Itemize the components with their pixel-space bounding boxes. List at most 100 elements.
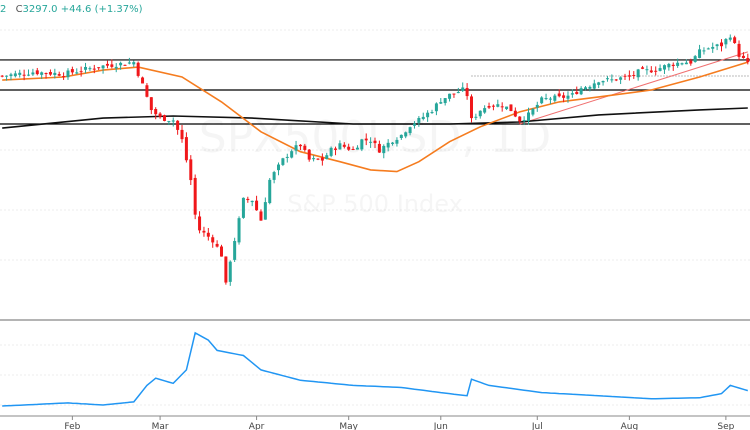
candle-body bbox=[491, 105, 495, 107]
candle-body bbox=[369, 141, 373, 143]
candle-body bbox=[610, 79, 614, 81]
candle-body bbox=[154, 109, 158, 115]
candle-body bbox=[684, 62, 688, 65]
candle-body bbox=[57, 74, 61, 76]
candle-body bbox=[715, 44, 719, 47]
time-tick-label-aug: Aug bbox=[621, 422, 639, 430]
candle-body bbox=[412, 123, 416, 126]
candle-body bbox=[250, 200, 254, 203]
time-tick-label-feb: Feb bbox=[64, 422, 80, 430]
time-axis[interactable]: Feb Mar Apr May Jun Jul Aug Sep bbox=[64, 416, 735, 430]
close-value: 3297.0 bbox=[22, 4, 58, 15]
candle-body bbox=[44, 72, 48, 74]
candle-body bbox=[584, 87, 588, 90]
candle-body bbox=[66, 70, 70, 78]
candle-body bbox=[605, 78, 609, 80]
candle-body bbox=[202, 230, 206, 233]
candle-body bbox=[158, 113, 162, 117]
candle-body bbox=[570, 93, 574, 95]
ma200-line bbox=[2, 107, 748, 129]
candle-body bbox=[277, 164, 281, 171]
candle-body bbox=[461, 87, 465, 91]
candle-body bbox=[27, 74, 31, 76]
candle-body bbox=[233, 240, 237, 260]
candle-body bbox=[636, 69, 640, 78]
candle-body bbox=[105, 63, 109, 66]
candle-body bbox=[421, 116, 425, 120]
candle-body bbox=[544, 98, 548, 100]
vix-line bbox=[2, 331, 749, 407]
candle-body bbox=[377, 143, 381, 153]
time-tick-label-jul: Jul bbox=[531, 422, 543, 430]
candle-body bbox=[338, 143, 342, 150]
watermark-symbol: SPX500USD, 1D bbox=[199, 112, 551, 163]
candle-body bbox=[746, 57, 750, 63]
candle-body bbox=[294, 145, 298, 151]
candle-body bbox=[719, 42, 723, 47]
candle-body bbox=[162, 115, 166, 121]
candle-body bbox=[553, 95, 557, 101]
candle-body bbox=[531, 108, 535, 115]
candle-body bbox=[478, 110, 482, 117]
watermark-description: S&P 500 Index bbox=[287, 190, 463, 218]
candle-body bbox=[84, 66, 88, 70]
candle-body bbox=[465, 87, 469, 97]
candle-body bbox=[540, 97, 544, 104]
candle-body bbox=[351, 149, 355, 151]
candle-body bbox=[320, 157, 324, 161]
candle-body bbox=[123, 64, 127, 66]
candle-body bbox=[562, 95, 566, 98]
candle-body bbox=[97, 67, 101, 69]
change-percent: (+1.37%) bbox=[94, 4, 143, 15]
candle-body bbox=[671, 64, 675, 67]
legend-prefix: 2 bbox=[0, 4, 7, 15]
candle-body bbox=[505, 106, 509, 110]
candle-body bbox=[101, 65, 105, 69]
candle-body bbox=[728, 37, 732, 40]
candle-body bbox=[127, 62, 131, 64]
candle-body bbox=[303, 145, 307, 150]
candle-body bbox=[456, 92, 460, 94]
candle-body bbox=[316, 158, 320, 160]
candle-body bbox=[334, 148, 338, 150]
candle-body bbox=[500, 106, 504, 108]
candle-body bbox=[198, 216, 202, 231]
candle-body bbox=[18, 72, 22, 75]
candle-body bbox=[246, 198, 250, 201]
candle-body bbox=[189, 159, 193, 181]
candle-body bbox=[176, 120, 180, 130]
candle-body bbox=[483, 108, 487, 113]
candle-body bbox=[623, 75, 627, 77]
candle-body bbox=[241, 197, 245, 218]
candle-body bbox=[434, 103, 438, 112]
candle-body bbox=[193, 177, 197, 215]
time-tick-label-jun: Jun bbox=[433, 422, 448, 430]
candles bbox=[0, 34, 750, 286]
symbol-legend: 2 C3297.0 +44.6 (+1.37%) bbox=[0, 4, 143, 15]
candle-body bbox=[627, 75, 631, 77]
candle-body bbox=[206, 232, 210, 237]
candle-body bbox=[180, 129, 184, 140]
candle-body bbox=[513, 110, 517, 117]
candle-body bbox=[676, 62, 680, 66]
candle-body bbox=[312, 158, 316, 160]
candle-body bbox=[496, 104, 500, 107]
candle-body bbox=[31, 72, 35, 75]
candle-body bbox=[575, 91, 579, 94]
candle-body bbox=[48, 72, 52, 75]
candle-body bbox=[588, 86, 592, 89]
candle-body bbox=[268, 179, 272, 204]
candle-body bbox=[114, 66, 118, 69]
candle-body bbox=[224, 256, 228, 283]
candle-body bbox=[285, 156, 289, 158]
candle-body bbox=[167, 121, 171, 123]
candle-body bbox=[741, 55, 745, 59]
change-value: +44.6 bbox=[60, 4, 92, 15]
candle-body bbox=[548, 98, 552, 100]
candle-body bbox=[373, 140, 377, 144]
candle-body bbox=[404, 132, 408, 137]
time-tick-label-sep: Sep bbox=[717, 422, 734, 430]
candle-body bbox=[347, 146, 351, 150]
candle-body bbox=[364, 138, 368, 141]
